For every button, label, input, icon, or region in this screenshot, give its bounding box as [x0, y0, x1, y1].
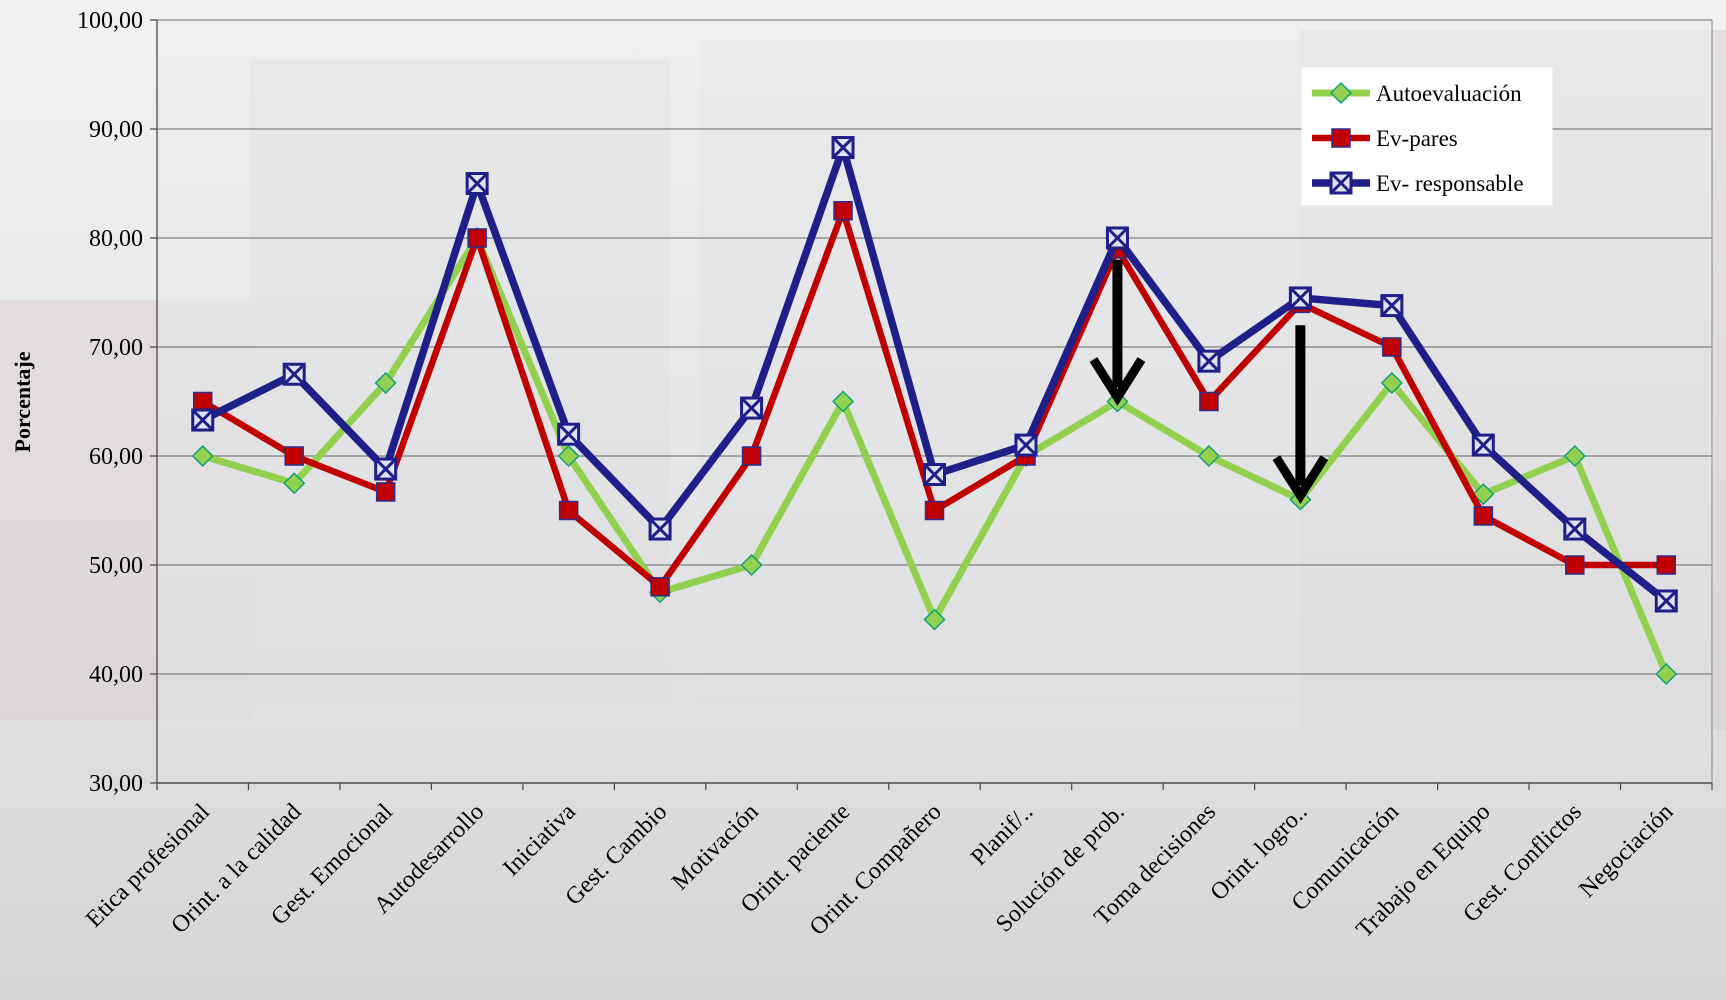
marker-cross	[1563, 517, 1586, 541]
data-point	[192, 391, 213, 412]
data-point	[375, 482, 396, 502]
series-group	[191, 136, 1678, 686]
y-tick-label: 100,00	[77, 8, 143, 34]
legend-marker	[1329, 171, 1353, 195]
arrow-head	[1272, 455, 1329, 505]
marker-cross	[191, 408, 214, 432]
arrow-head	[1089, 357, 1146, 406]
y-tick-label: 50,00	[89, 553, 143, 579]
data-point	[282, 362, 306, 386]
data-point	[465, 172, 489, 195]
data-point	[831, 390, 855, 413]
y-axis-title: Porcentaje	[10, 351, 35, 452]
legend-item: Ev- responsable	[1312, 171, 1524, 196]
marker-cross	[1329, 171, 1353, 195]
marker-cross	[831, 136, 855, 159]
data-point	[1472, 483, 1495, 506]
legend-marker	[1331, 128, 1351, 148]
y-tick-label: 80,00	[89, 226, 143, 252]
y-tick-label: 60,00	[89, 444, 143, 470]
data-point	[374, 371, 397, 395]
data-point	[1565, 555, 1585, 575]
data-point	[467, 228, 487, 248]
data-point	[283, 472, 306, 495]
marker-cross	[557, 423, 580, 446]
y-tick-label: 40,00	[89, 662, 143, 688]
data-point	[1105, 226, 1129, 250]
marker-cross	[1289, 286, 1312, 310]
marker-cross	[1197, 350, 1220, 373]
marker-cross	[283, 363, 306, 386]
legend-item: Autoevaluación	[1312, 81, 1522, 106]
data-point	[1382, 337, 1402, 357]
marker-cross	[374, 458, 397, 481]
data-point	[1288, 286, 1312, 310]
data-point	[740, 553, 763, 577]
annotation-arrows	[1089, 259, 1329, 505]
data-point	[558, 500, 579, 521]
data-point	[650, 577, 670, 597]
data-point	[741, 446, 762, 466]
data-point	[557, 422, 581, 446]
y-tick-label: 30,00	[89, 771, 143, 797]
data-point	[1199, 391, 1219, 412]
axes	[156, 19, 1713, 784]
data-point	[1654, 589, 1678, 613]
data-point	[557, 444, 580, 468]
marker-cross	[1472, 434, 1495, 457]
marker-cross	[649, 517, 672, 541]
data-point	[1380, 371, 1403, 395]
data-point	[1656, 555, 1677, 575]
down-arrow	[1089, 259, 1146, 406]
marker-cross	[1380, 294, 1403, 317]
data-point	[191, 444, 214, 468]
marker-cross	[740, 396, 763, 420]
marker-cross	[466, 172, 489, 195]
legend-label: Ev- responsable	[1376, 171, 1524, 196]
down-arrow	[1272, 325, 1329, 505]
data-point	[191, 408, 215, 432]
data-point	[1471, 433, 1495, 457]
data-point	[831, 136, 855, 160]
data-point	[923, 463, 946, 487]
data-point	[1655, 662, 1678, 686]
data-point	[1197, 444, 1220, 468]
data-point	[923, 608, 946, 631]
data-point	[833, 201, 853, 221]
data-point	[1014, 433, 1038, 457]
data-point	[924, 500, 945, 521]
y-tick-label: 70,00	[89, 335, 143, 361]
legend-marker	[1329, 81, 1353, 105]
legend: Autoevaluación Ev-pares Ev- responsable	[1301, 67, 1553, 206]
data-point	[284, 446, 304, 466]
data-point	[740, 396, 764, 420]
legend-label: Autoevaluación	[1376, 81, 1522, 106]
data-point	[1473, 506, 1494, 526]
y-axis-ticks: 30,00 40,00 50,00 60,00 70,00 80,00 90,00 100,0…	[77, 8, 157, 797]
data-point	[648, 517, 672, 541]
legend-item: Ev-pares	[1312, 126, 1458, 151]
data-point	[1563, 444, 1586, 468]
data-point	[374, 457, 398, 481]
marker-cross	[1106, 226, 1129, 250]
data-point	[1197, 349, 1221, 373]
data-point	[1563, 517, 1587, 541]
marker-cross	[1655, 589, 1678, 613]
marker-cross	[1014, 434, 1038, 457]
legend-label: Ev-pares	[1376, 126, 1458, 151]
data-point	[1380, 294, 1404, 318]
marker-cross	[923, 463, 946, 486]
y-tick-label: 90,00	[89, 117, 143, 143]
series-3	[191, 136, 1678, 613]
